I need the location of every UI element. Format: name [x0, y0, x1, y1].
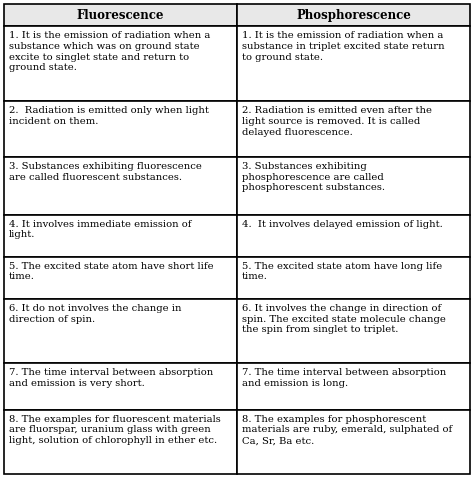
Text: 6. It do not involves the change in
direction of spin.: 6. It do not involves the change in dire… [9, 304, 182, 324]
Bar [237, 215, 470, 257]
Text: 8. The examples for fluorescent materials
are fluorspar, uranium glass with gree: 8. The examples for fluorescent material… [9, 415, 221, 445]
Text: 2. Radiation is emitted even after the
light source is removed. It is called
del: 2. Radiation is emitted even after the l… [242, 107, 432, 137]
Bar [237, 257, 470, 299]
Bar [237, 26, 470, 101]
Bar [4, 26, 237, 101]
Bar [237, 4, 470, 26]
Text: 7. The time interval between absorption
and emission is very short.: 7. The time interval between absorption … [9, 368, 213, 388]
Text: 4. It involves immediate emission of
light.: 4. It involves immediate emission of lig… [9, 219, 191, 239]
Text: 1. It is the emission of radiation when a
substance which was on ground state
ex: 1. It is the emission of radiation when … [9, 31, 210, 72]
Bar [237, 157, 470, 215]
Text: 2.  Radiation is emitted only when light
incident on them.: 2. Radiation is emitted only when light … [9, 107, 209, 126]
Bar [237, 299, 470, 363]
Bar [237, 410, 470, 474]
Text: 3. Substances exhibiting fluorescence
are called fluorescent substances.: 3. Substances exhibiting fluorescence ar… [9, 162, 202, 182]
Bar [4, 157, 237, 215]
Bar [4, 299, 237, 363]
Text: 1. It is the emission of radiation when a
substance in triplet excited state ret: 1. It is the emission of radiation when … [242, 31, 445, 62]
Text: 7. The time interval between absorption
and emission is long.: 7. The time interval between absorption … [242, 368, 446, 388]
Bar [4, 257, 237, 299]
Bar [4, 215, 237, 257]
Bar [237, 363, 470, 410]
Bar [237, 101, 470, 157]
Bar [4, 4, 237, 26]
Text: 8. The examples for phosphorescent
materials are ruby, emerald, sulphated of
Ca,: 8. The examples for phosphorescent mater… [242, 415, 452, 445]
Text: 6. It involves the change in direction of
spin. The excited state molecule chang: 6. It involves the change in direction o… [242, 304, 446, 334]
Bar [4, 410, 237, 474]
Text: Phosphorescence: Phosphorescence [296, 9, 411, 22]
Text: 5. The excited state atom have long life
time.: 5. The excited state atom have long life… [242, 261, 442, 282]
Text: 3. Substances exhibiting
phosphorescence are called
phosphorescent substances.: 3. Substances exhibiting phosphorescence… [242, 162, 385, 192]
Text: Fluorescence: Fluorescence [77, 9, 164, 22]
Bar [4, 101, 237, 157]
Text: 5. The excited state atom have short life
time.: 5. The excited state atom have short lif… [9, 261, 214, 282]
Text: 4.  It involves delayed emission of light.: 4. It involves delayed emission of light… [242, 219, 443, 228]
Bar [4, 363, 237, 410]
